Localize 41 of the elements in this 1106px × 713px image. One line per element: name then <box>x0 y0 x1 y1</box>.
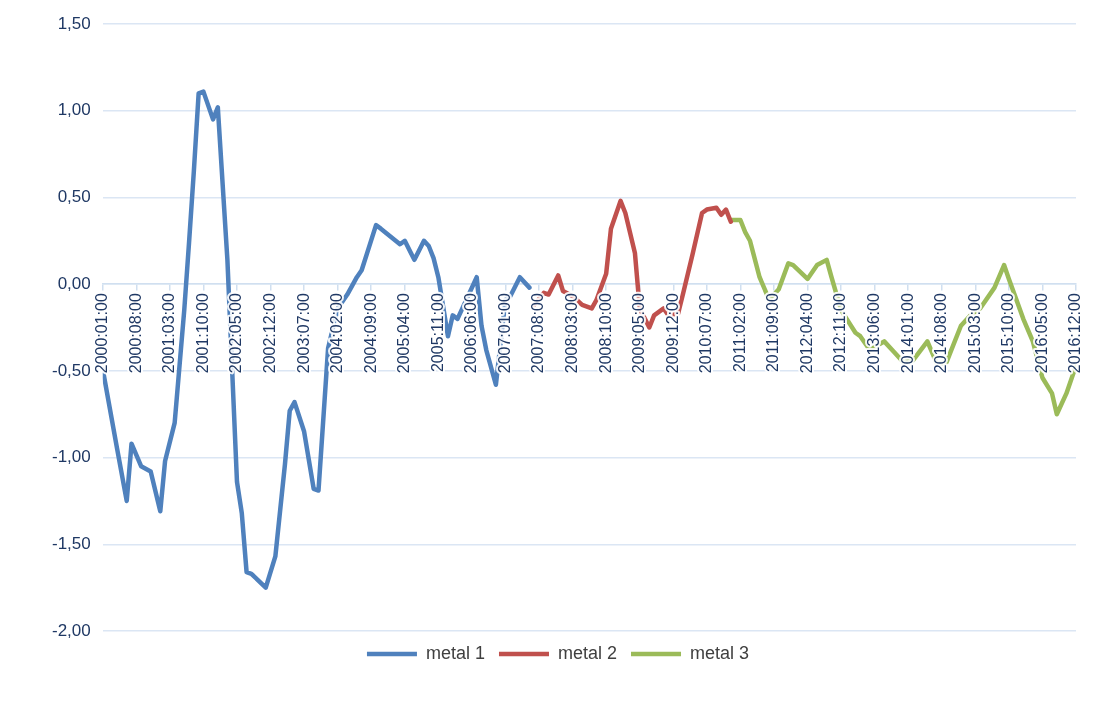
x-tick-label: 2014:01:00 <box>898 293 916 374</box>
legend-label: metal 2 <box>557 642 618 663</box>
x-tick-label: 2000:01:00 <box>93 293 111 374</box>
x-tick-label: 2015:10:00 <box>999 293 1017 374</box>
x-tick-label: 2008:03:00 <box>563 293 580 374</box>
y-tick-label: -2,00 <box>52 620 91 640</box>
y-tick-label: 0,00 <box>57 273 91 293</box>
x-tick-label: 2011:02:00 <box>730 293 748 373</box>
x-tick-label: 2003:07:00 <box>294 293 312 374</box>
x-tick-label: 2015:03:00 <box>965 293 983 374</box>
x-tick-label: 2012:04:00 <box>797 293 815 374</box>
x-tick-label: 2007:08:00 <box>529 293 547 374</box>
x-tick-label: 2016:12:00 <box>1066 293 1084 374</box>
legend-label: metal 1 <box>425 642 485 663</box>
x-tick-label: 2002:12:00 <box>260 293 278 374</box>
legend-label: metal 3 <box>690 642 750 663</box>
x-tick-label: 2012:11:00 <box>831 293 849 373</box>
x-tick-label: 2011:09:00 <box>764 293 782 373</box>
x-tick-label: 2004:09:00 <box>361 293 379 374</box>
x-tick-label: 2005:11:00 <box>428 293 446 373</box>
y-tick-label: 1,00 <box>57 100 91 120</box>
y-tick-label: -1,50 <box>52 533 91 553</box>
x-tick-label: 2005:04:00 <box>395 293 413 374</box>
x-tick-label: 2000:08:00 <box>126 293 144 374</box>
x-tick-label: 2009:05:00 <box>630 293 648 374</box>
x-tick-label: 2010:07:00 <box>697 293 715 374</box>
x-tick-label: 2006:06:00 <box>462 293 480 374</box>
x-tick-label: 2008:10:00 <box>596 293 614 374</box>
x-tick-label: 2007:01:00 <box>495 293 513 374</box>
x-tick-label: 2016:05:00 <box>1032 293 1050 374</box>
x-tick-label: 2004:02:00 <box>328 293 346 374</box>
y-tick-label: -0,50 <box>52 360 91 380</box>
y-tick-label: 1,50 <box>57 13 91 33</box>
y-tick-label: 0,50 <box>57 187 91 207</box>
x-tick-label: 2001:03:00 <box>160 293 178 374</box>
x-tick-label: 2009:12:00 <box>663 293 681 374</box>
x-tick-label: 2001:10:00 <box>193 293 211 374</box>
x-tick-label: 2013:06:00 <box>865 293 883 374</box>
x-tick-label: 2002:05:00 <box>227 293 245 374</box>
x-tick-label: 2014:08:00 <box>932 293 950 374</box>
y-tick-label: -1,00 <box>52 447 91 467</box>
